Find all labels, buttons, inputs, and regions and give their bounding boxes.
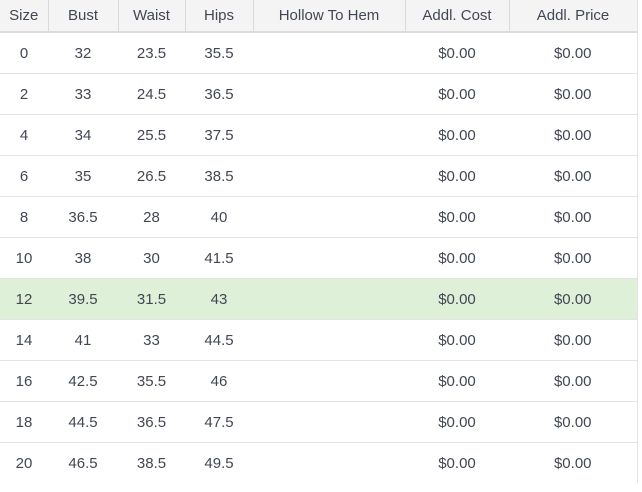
cell-addl-price: $0.00 [509,360,638,402]
table-row[interactable]: 4 34 25.5 37.5 $0.00 $0.00 [0,114,638,156]
cell-size: 8 [0,196,48,238]
cell-hollow-to-hem [253,155,405,197]
cell-addl-cost: $0.00 [405,32,509,74]
cell-hips: 47.5 [185,401,253,443]
cell-bust: 33 [48,73,118,115]
table-row[interactable]: 20 46.5 38.5 49.5 $0.00 $0.00 [0,442,638,484]
size-chart-table: Size Bust Waist Hips Hollow To Hem Addl. Cost… [0,0,638,483]
cell-bust: 41 [48,319,118,361]
cell-addl-price: $0.00 [509,32,638,74]
cell-hips: 46 [185,360,253,402]
cell-addl-cost: $0.00 [405,114,509,156]
table-row[interactable]: 0 32 23.5 35.5 $0.00 $0.00 [0,32,638,74]
cell-waist: 38.5 [136,455,167,472]
table-row[interactable]: 18 44.5 36.5 47.5 $0.00 $0.00 [0,401,638,443]
cell-addl-price: $0.00 [509,73,638,115]
cell-hips: 37.5 [185,114,253,156]
cell-size: 2 [0,73,48,115]
cell-addl-price: $0.00 [509,401,638,443]
cell-hollow-to-hem [253,73,405,115]
cell-hollow-to-hem [253,32,405,74]
table-row[interactable]: 16 42.5 35.5 46 $0.00 $0.00 [0,360,638,402]
cell-addl-cost: $0.00 [405,360,509,402]
cell-hollow-to-hem [253,360,405,402]
cell-size: 18 [0,401,48,443]
cell-hips: 40 [185,196,253,238]
table-row[interactable]: 2 33 24.5 36.5 $0.00 $0.00 [0,73,638,115]
table-row[interactable]: 12 39.5 31.5 43 $0.00 $0.00 [0,278,638,320]
cell-size: 14 [0,319,48,361]
cell-addl-price: $0.00 [509,114,638,156]
cell-hollow-to-hem [253,114,405,156]
cell-addl-cost: $0.00 [405,401,509,443]
cell-waist: 26.5 [118,155,185,197]
cell-bust: 44.5 [48,401,118,443]
cell-waist: 33 [118,319,185,361]
cell-addl-price: $0.00 [509,237,638,279]
cell-addl-cost: $0.00 [405,237,509,279]
cell-addl-cost: $0.00 [405,319,509,361]
cell-addl-price: $0.00 [509,196,638,238]
cell-hollow-to-hem [253,196,405,238]
column-header-waist: Waist [118,0,186,33]
column-header-bust: Bust [48,0,119,33]
cell-waist: 30 [118,237,185,279]
cell-bust: 36.5 [48,196,118,238]
cell-hollow-to-hem [253,443,405,484]
cell-waist: 24.5 [118,73,185,115]
cell-bust: 39.5 [48,278,118,320]
table-row[interactable]: 14 41 33 44.5 $0.00 $0.00 [0,319,638,361]
cell-addl-price: $0.00 [509,278,638,320]
cell-size: 0 [0,32,48,74]
cell-addl-price: $0.00 [509,442,638,483]
cell-waist: 25.5 [118,114,185,156]
cell-hips: 43 [185,278,253,320]
column-header-hips: Hips [185,0,254,33]
cell-bust: 42.5 [48,360,118,402]
header-row: Size Bust Waist Hips Hollow To Hem Addl. Cost… [0,0,638,33]
table-row[interactable]: 6 35 26.5 38.5 $0.00 $0.00 [0,155,638,197]
cell-waist: 23.5 [118,32,185,74]
cell-hips: 49.5 [204,455,234,472]
column-header-hollow-to-hem: Hollow To Hem [253,0,406,33]
cell-bust: 32 [48,32,118,74]
cell-addl-cost: $0.00 [405,155,509,197]
cell-size: 10 [0,237,48,279]
cell-addl-price: $0.00 [509,155,638,197]
cell-bust: 38 [48,237,118,279]
cell-size: 4 [0,114,48,156]
table-row[interactable]: 8 36.5 28 40 $0.00 $0.00 [0,196,638,238]
table-body: 0 32 23.5 35.5 $0.00 $0.00 2 33 24.5 36.5 $0.00 $0.… [0,32,638,484]
cell-hips: 38.5 [185,155,253,197]
cell-addl-cost: $0.00 [438,455,476,472]
cell-waist: 28 [118,196,185,238]
cell-bust: 35 [48,155,118,197]
cell-size: 6 [0,155,48,197]
cell-hips: 44.5 [185,319,253,361]
cell-hollow-to-hem [253,237,405,279]
cell-size: 20 [15,455,33,472]
cell-hollow-to-hem [253,319,405,361]
cell-addl-cost: $0.00 [405,73,509,115]
cell-size: 16 [0,360,48,402]
cell-hollow-to-hem [253,401,405,443]
cell-addl-cost: $0.00 [405,278,509,320]
cell-addl-cost: $0.00 [405,196,509,238]
cell-bust: 34 [48,114,118,156]
cell-waist: 31.5 [118,278,185,320]
cell-bust: 46.5 [68,455,98,472]
column-header-addl-cost: Addl. Cost [405,0,510,33]
cell-hips: 36.5 [185,73,253,115]
cell-hips: 35.5 [185,32,253,74]
cell-addl-price: $0.00 [509,319,638,361]
cell-waist: 35.5 [118,360,185,402]
cell-hollow-to-hem [253,278,405,320]
cell-waist: 36.5 [118,401,185,443]
cell-hips: 41.5 [185,237,253,279]
table-row[interactable]: 10 38 30 41.5 $0.00 $0.00 [0,237,638,279]
cell-size: 12 [0,278,48,320]
column-header-addl-price: Addl. Price [509,0,638,33]
column-header-size: Size [0,0,49,33]
